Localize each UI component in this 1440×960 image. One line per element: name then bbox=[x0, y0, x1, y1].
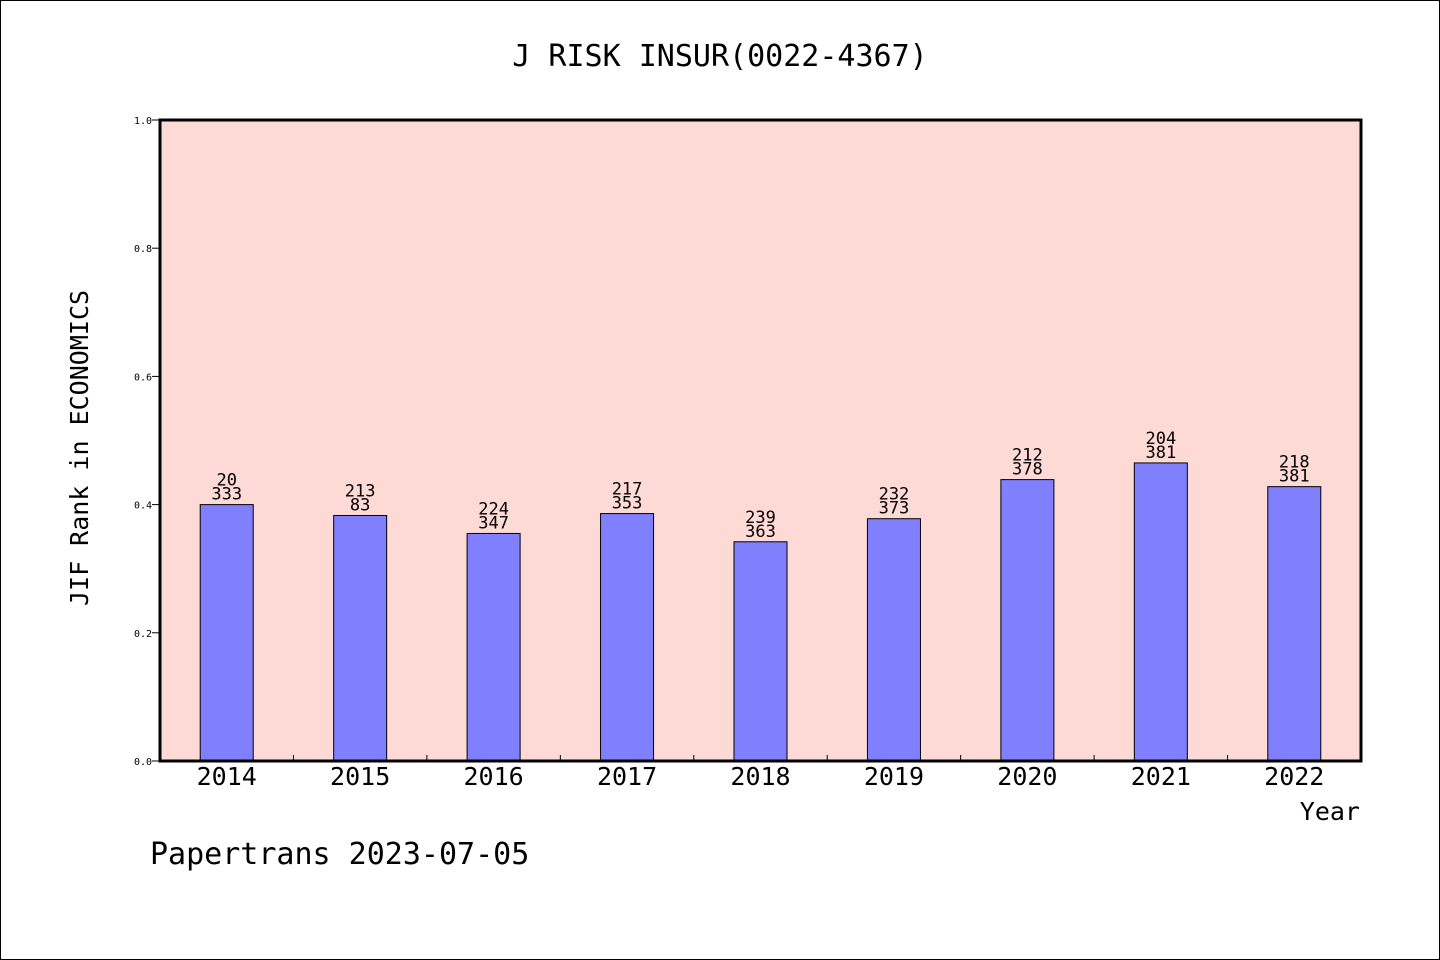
x-axis: 2014 2015 2016 2017 2018 2019 2020 2021 2022 bbox=[197, 755, 1324, 791]
y-tick-label: 0.4 bbox=[134, 501, 152, 512]
y-axis: 0.0 0.2 0.4 0.6 0.8 1.0 bbox=[134, 116, 160, 768]
x-tick-label: 2016 bbox=[464, 762, 524, 791]
y-tick-label: 0.8 bbox=[134, 244, 152, 255]
plot-border bbox=[158, 118, 1363, 763]
bar bbox=[866, 518, 921, 762]
bar bbox=[600, 513, 655, 762]
x-axis-label: Year bbox=[1300, 797, 1360, 826]
y-tick-label: 0.0 bbox=[134, 757, 152, 768]
x-tick-label: 2022 bbox=[1264, 762, 1324, 791]
x-tick-label: 2018 bbox=[730, 762, 790, 791]
bar-label-bottom: 381 bbox=[1145, 443, 1176, 463]
bar-label-top: 212 bbox=[1012, 446, 1043, 466]
bar-label-top: 20 bbox=[216, 471, 236, 491]
bar bbox=[466, 532, 521, 762]
bar bbox=[1133, 462, 1188, 762]
bar bbox=[1267, 486, 1322, 762]
bar-label-bottom: 373 bbox=[879, 499, 910, 519]
y-tick-label: 0.6 bbox=[134, 372, 152, 383]
x-tick-label: 2014 bbox=[197, 762, 257, 791]
bar-label-bottom: 381 bbox=[1279, 467, 1310, 487]
bar-label-top: 217 bbox=[612, 480, 643, 500]
bar-label-top: 213 bbox=[345, 481, 376, 501]
x-tick-label: 2015 bbox=[330, 762, 390, 791]
y-tick-label: 0.2 bbox=[134, 629, 152, 640]
bar-label-bottom: 83 bbox=[350, 495, 370, 515]
bar-label-top: 232 bbox=[879, 485, 910, 505]
bar-label-bottom: 378 bbox=[1012, 460, 1043, 480]
bar-label-top: 239 bbox=[745, 508, 776, 528]
y-axis-label: JIF Rank in ECONOMICS bbox=[65, 290, 94, 606]
x-tick-label: 2019 bbox=[864, 762, 924, 791]
bar-label-top: 224 bbox=[478, 499, 509, 519]
bar-label-top: 204 bbox=[1145, 429, 1176, 449]
bar-label-bottom: 333 bbox=[211, 485, 242, 505]
bar-label-bottom: 347 bbox=[478, 513, 509, 533]
x-tick-label: 2020 bbox=[997, 762, 1057, 791]
x-tick-label: 2021 bbox=[1131, 762, 1191, 791]
x-tick-label: 2017 bbox=[597, 762, 657, 791]
bar bbox=[333, 514, 388, 762]
footer-text: Papertrans 2023-07-05 bbox=[150, 837, 529, 872]
bar-label-top: 218 bbox=[1279, 453, 1310, 473]
y-tick-label: 1.0 bbox=[134, 116, 152, 127]
bar bbox=[1000, 479, 1055, 762]
bar-label-bottom: 363 bbox=[745, 522, 776, 542]
bar-label-bottom: 353 bbox=[612, 494, 643, 514]
chart-title: J RISK INSUR(0022-4367) bbox=[512, 39, 927, 74]
bar bbox=[733, 541, 788, 762]
bar bbox=[199, 504, 254, 762]
